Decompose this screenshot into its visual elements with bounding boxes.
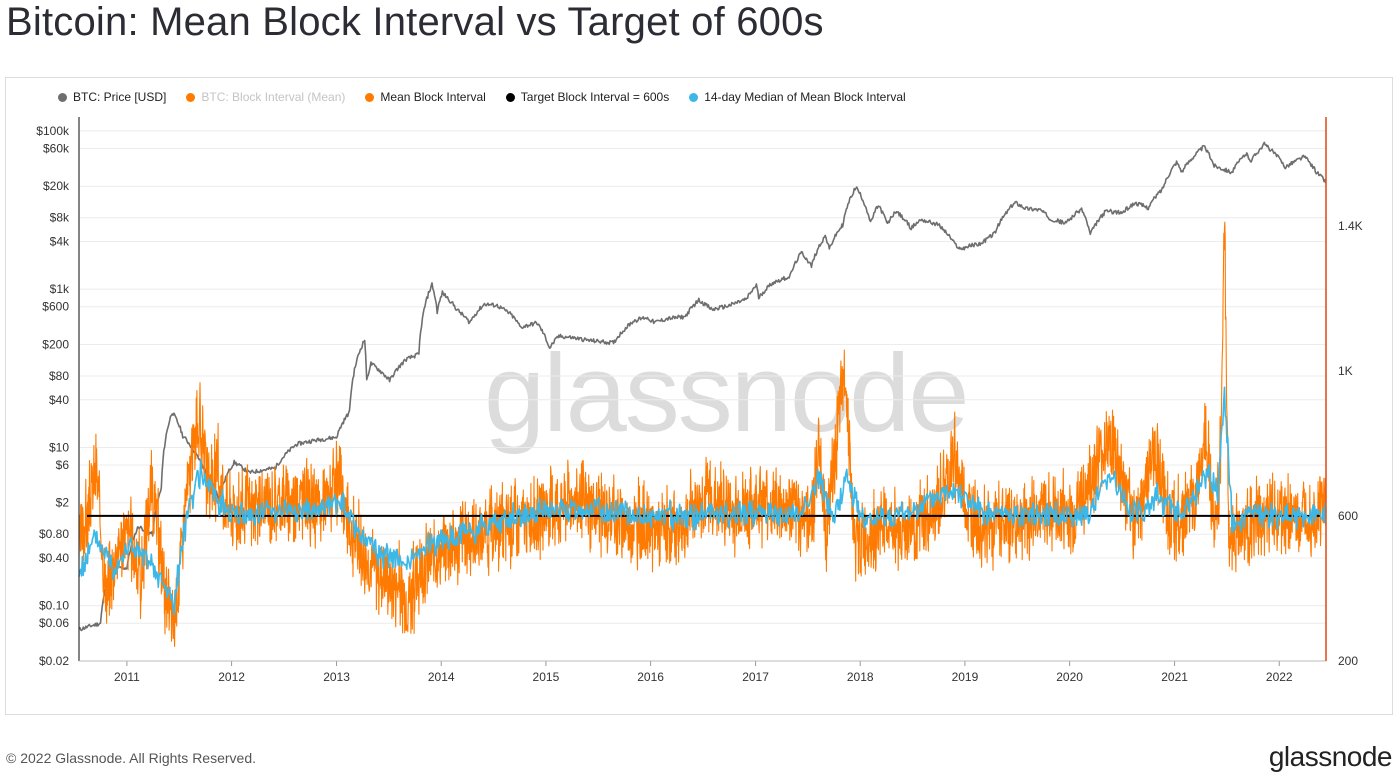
- left-tick-label: $0.06: [39, 616, 69, 630]
- left-tick-label: $60k: [43, 141, 70, 155]
- x-tick-label: 2022: [1266, 670, 1293, 684]
- legend-dot-icon: [186, 92, 196, 102]
- left-tick-label: $600: [42, 300, 69, 314]
- series-line-2: [78, 386, 1327, 616]
- brand-logo: glassnode: [1268, 741, 1393, 772]
- x-tick-label: 2019: [952, 670, 979, 684]
- series-line-1: [78, 221, 1327, 648]
- right-tick-label: 1K: [1338, 364, 1353, 378]
- left-tick-label: $0.10: [39, 599, 69, 613]
- legend-dot-icon: [505, 92, 515, 102]
- legend-label: BTC: Block Interval (Mean): [201, 90, 346, 104]
- legend-item-target[interactable]: Target Block Interval = 600s: [505, 90, 670, 104]
- left-tick-label: $0.02: [39, 654, 69, 668]
- x-tick-label: 2017: [742, 670, 769, 684]
- legend-label: BTC: Price [USD]: [73, 90, 167, 104]
- left-tick-label: $6: [56, 458, 70, 472]
- x-tick-label: 2013: [323, 670, 350, 684]
- x-tick-label: 2012: [218, 670, 245, 684]
- right-tick-label: 600: [1338, 509, 1358, 523]
- legend-label: Mean Block Interval: [380, 90, 486, 104]
- legend-label: Target Block Interval = 600s: [520, 90, 670, 104]
- x-tick-label: 2015: [533, 670, 560, 684]
- chart-legend: BTC: Price [USD] BTC: Block Interval (Me…: [58, 88, 906, 106]
- x-tick-label: 2014: [428, 670, 455, 684]
- left-tick-label: $1k: [50, 282, 70, 296]
- left-tick-label: $2: [56, 496, 70, 510]
- series-line-0: [78, 141, 1327, 632]
- legend-item-mean-block-interval[interactable]: Mean Block Interval: [365, 90, 486, 104]
- legend-item-block-interval-raw[interactable]: BTC: Block Interval (Mean): [186, 90, 345, 104]
- left-tick-label: $0.40: [39, 551, 69, 565]
- x-tick-label: 2020: [1056, 670, 1083, 684]
- copyright-text: © 2022 Glassnode. All Rights Reserved.: [6, 750, 257, 766]
- left-tick-label: $80: [49, 369, 69, 383]
- right-tick-label: 1.4K: [1338, 219, 1363, 233]
- legend-dot-icon: [58, 92, 67, 102]
- left-tick-label: $200: [42, 337, 69, 351]
- right-tick-label: 200: [1338, 654, 1358, 668]
- left-tick-label: $40: [49, 393, 69, 407]
- page-title: Bitcoin: Mean Block Interval vs Target o…: [6, 0, 824, 44]
- legend-item-price[interactable]: BTC: Price [USD]: [58, 90, 166, 104]
- left-tick-label: $0.80: [39, 527, 69, 541]
- chart-frame: [5, 77, 1393, 715]
- left-tick-label: $4k: [50, 235, 70, 249]
- left-tick-label: $20k: [43, 179, 70, 193]
- legend-dot-icon: [689, 92, 699, 102]
- left-tick-label: $10: [49, 440, 69, 454]
- legend-item-median[interactable]: 14-day Median of Mean Block Interval: [689, 90, 906, 104]
- legend-label: 14-day Median of Mean Block Interval: [704, 90, 906, 104]
- x-tick-label: 2018: [847, 670, 874, 684]
- left-tick-label: $8k: [50, 211, 70, 225]
- x-tick-label: 2011: [114, 670, 140, 684]
- left-tick-label: $100k: [36, 124, 70, 138]
- legend-dot-icon: [365, 92, 375, 102]
- x-tick-label: 2021: [1161, 670, 1188, 684]
- x-tick-label: 2016: [637, 670, 664, 684]
